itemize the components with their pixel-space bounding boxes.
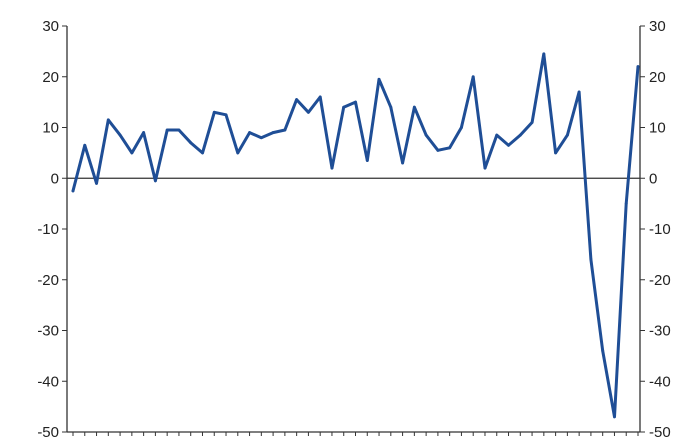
y-tick-label-right: -40	[649, 373, 671, 390]
data-point	[424, 133, 428, 137]
y-tick-label-right: 10	[649, 120, 666, 137]
y-tick-label-left: 20	[42, 69, 59, 86]
data-point	[577, 90, 581, 94]
data-point	[601, 349, 605, 353]
y-tick-label-left: -30	[37, 323, 59, 340]
data-point	[589, 258, 593, 261]
y-tick-label-left: 10	[42, 120, 59, 137]
data-point	[259, 136, 263, 140]
data-point	[554, 151, 558, 155]
data-point	[436, 148, 440, 152]
data-point	[507, 143, 510, 147]
data-point	[295, 98, 299, 101]
y-tick-label-left: 30	[42, 18, 59, 35]
y-tick-label-left: -50	[37, 424, 59, 441]
data-point	[318, 95, 322, 99]
data-point	[271, 131, 275, 134]
data-point	[201, 151, 204, 155]
data-point	[412, 105, 416, 109]
data-point	[565, 133, 569, 137]
data-point	[177, 128, 181, 132]
y-tick-label-right: 30	[649, 18, 666, 35]
data-point	[624, 202, 628, 206]
data-point	[248, 131, 251, 134]
data-point	[365, 159, 369, 162]
y-tick-label-right: -10	[649, 221, 671, 238]
data-point	[118, 133, 122, 137]
y-tick-label-left: -40	[37, 373, 59, 390]
data-point	[71, 189, 75, 193]
series-line	[71, 52, 640, 419]
data-point	[518, 133, 522, 137]
y-tick-label-right: 0	[649, 170, 657, 187]
y-tick-label-left: -10	[37, 221, 59, 238]
data-point	[389, 105, 393, 109]
data-point	[95, 181, 98, 185]
data-point	[224, 113, 228, 117]
data-point	[283, 128, 287, 132]
data-point	[377, 77, 381, 81]
data-point	[307, 110, 310, 114]
y-tick-label-right: -30	[649, 323, 671, 340]
data-point	[401, 161, 404, 165]
data-point	[542, 52, 546, 56]
data-point	[165, 128, 169, 132]
data-point	[330, 166, 334, 170]
data-point	[448, 146, 452, 150]
y-tick-label-left: -20	[37, 272, 59, 289]
data-point	[613, 415, 616, 419]
data-point	[189, 141, 193, 145]
y-tick-label-right: 20	[649, 69, 666, 86]
data-point	[130, 151, 134, 155]
data-point	[354, 100, 357, 104]
data-point	[636, 65, 640, 68]
data-point	[142, 131, 146, 134]
y-tick-label-right: -50	[649, 424, 671, 441]
data-point	[471, 75, 475, 79]
series-layer	[71, 52, 640, 419]
data-point	[106, 118, 110, 122]
axes: 30 30 20 20 10 10 0 0 -10 -10 -20 -20 -30 -30 -40 -40 -5…	[37, 18, 670, 441]
y-tick-label-left: 0	[51, 170, 59, 187]
y-tick-label-right: -20	[649, 272, 671, 289]
data-point	[530, 121, 534, 124]
data-point	[212, 110, 216, 114]
data-point	[483, 166, 487, 170]
data-point	[460, 126, 463, 129]
data-point	[83, 143, 87, 147]
data-point	[342, 105, 346, 109]
data-point	[236, 151, 240, 155]
data-point	[153, 179, 157, 183]
data-point	[495, 133, 499, 137]
